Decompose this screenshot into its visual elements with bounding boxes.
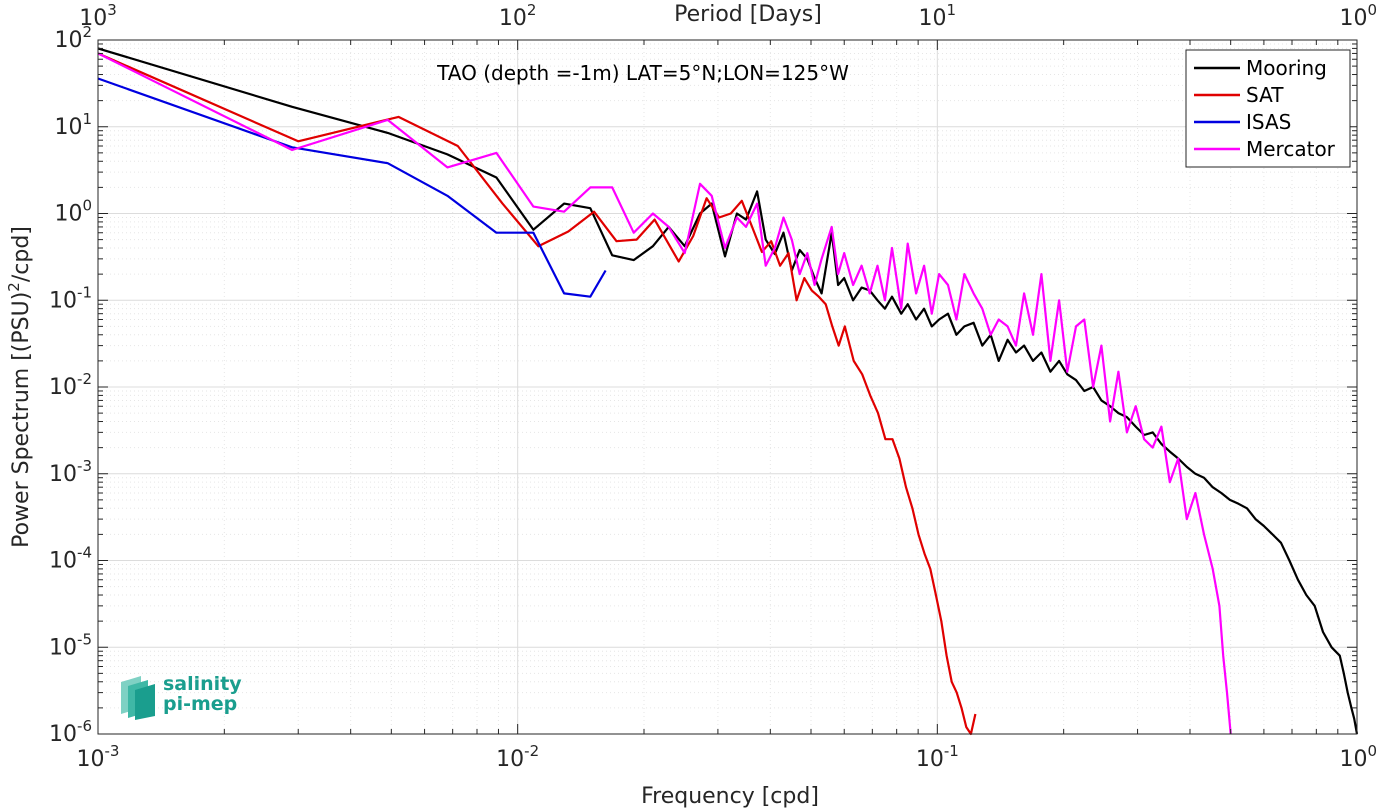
y-tick-label: 10-4 <box>49 544 92 574</box>
x-tick-label: 10-2 <box>496 742 539 772</box>
legend-box <box>1185 49 1351 168</box>
legend-label: SAT <box>1246 83 1284 107</box>
grid-layer <box>97 40 1357 735</box>
legend-label: ISAS <box>1246 110 1291 134</box>
logo-line-1: salinity <box>163 673 242 695</box>
logo-mark-icon <box>121 676 155 720</box>
y-tick-label: 102 <box>54 23 92 53</box>
salinity-pi-mep-logo: salinity pi-mep <box>115 672 255 722</box>
y-tick-label: 10-1 <box>49 283 92 313</box>
series-layer <box>97 47 1359 736</box>
x-axis-label: Frequency [cpd] <box>641 784 819 809</box>
x-tick-label: 10-3 <box>77 742 120 772</box>
legend: Mooring SAT ISAS Mercator <box>1185 49 1351 168</box>
y-tick-label: 10-6 <box>49 717 92 747</box>
x-tick-label: 10-1 <box>916 742 959 772</box>
top-tick-label: 103 <box>79 1 117 31</box>
series-line-isas <box>97 77 607 298</box>
legend-label: Mercator <box>1246 137 1336 161</box>
top-tick-label: 101 <box>919 1 957 31</box>
y-tick-label: 10-5 <box>49 630 92 660</box>
logo-line-2: pi-mep <box>163 693 238 715</box>
y-axis-label-sup: 2 <box>5 282 23 292</box>
y-tick-label: 10-2 <box>49 370 92 400</box>
chart-title: TAO (depth =-1m) LAT=5°N;LON=125°W <box>436 61 849 85</box>
y-axis-label: Power Spectrum [(PSU)2/cpd] <box>5 226 34 548</box>
top-tick-label: 100 <box>1339 1 1377 31</box>
top-x-axis-label: Period [Days] <box>674 2 822 27</box>
series-line-mercator <box>97 52 1232 735</box>
y-tick-label: 100 <box>54 197 92 227</box>
y-axis-label-tail: /cpd] <box>9 226 34 282</box>
series-line-sat <box>97 52 977 736</box>
top-tick-label: 102 <box>499 1 537 31</box>
legend-label: Mooring <box>1246 56 1327 80</box>
y-tick-label: 10-3 <box>49 457 92 487</box>
x-tick-label: 100 <box>1339 742 1377 772</box>
y-axis-label-main: Power Spectrum [(PSU) <box>9 292 34 548</box>
y-tick-label: 101 <box>54 110 92 140</box>
